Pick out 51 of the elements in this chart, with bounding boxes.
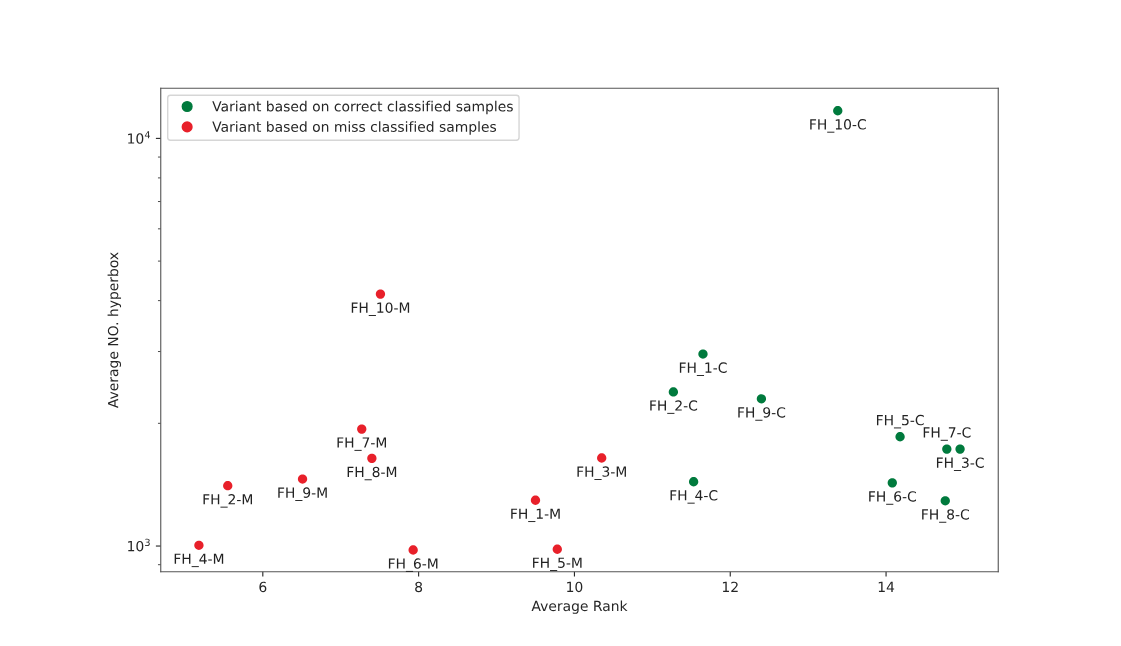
annotation: FH_3-C	[936, 457, 984, 472]
point	[552, 544, 562, 554]
x-tick-label: 8	[415, 581, 423, 593]
y-tick-label: 10$^{3}$	[128, 538, 150, 552]
x-axis-title: Average Rank	[531, 600, 628, 614]
point	[223, 481, 233, 491]
annotation: FH_8-C	[922, 509, 969, 523]
annotation: FH_5-C	[876, 414, 924, 429]
annotation: FH_4-M	[174, 553, 224, 568]
point	[375, 289, 386, 299]
annotation: FH_4-C	[670, 490, 718, 504]
point	[756, 394, 767, 404]
point	[194, 540, 204, 550]
annotation: FH_2-M	[203, 494, 252, 508]
point	[297, 474, 308, 484]
point	[895, 432, 905, 442]
x-tick-label: 10	[567, 581, 583, 593]
annotation: FH_6-C	[869, 491, 917, 505]
annotation: FH_10-M	[351, 302, 410, 317]
annotation: FH_3-M	[577, 466, 626, 480]
x-tick-label: 12	[722, 581, 738, 592]
annotation: FH_7-C	[923, 427, 971, 441]
point	[597, 453, 607, 463]
point	[408, 545, 418, 555]
legend-label: Variant based on correct classified samples	[212, 100, 513, 115]
point	[668, 387, 679, 397]
point	[357, 424, 367, 434]
point	[887, 478, 897, 488]
annotation: FH_2-C	[650, 400, 698, 414]
annotation: FH_9-C	[738, 407, 786, 421]
point	[833, 106, 843, 116]
annotation: FH_9-M	[278, 487, 327, 501]
annotation: FH_5-M	[533, 557, 582, 572]
point	[698, 349, 708, 359]
annotation: FH_6-M	[388, 558, 438, 572]
annotation: FH_1-C	[679, 362, 727, 376]
x-tick-label: 6	[259, 581, 267, 593]
point	[688, 477, 699, 487]
y-axis-title: Average NO. hyperbox	[107, 252, 122, 409]
point	[942, 444, 952, 454]
point	[955, 444, 965, 454]
y-tick-label: 10$^{4}$	[128, 131, 151, 144]
point	[530, 495, 541, 505]
legend-label: Variant based on miss classified samples	[212, 121, 497, 135]
point	[940, 496, 950, 506]
point	[367, 453, 377, 464]
x-tick-label: 14	[878, 581, 895, 592]
annotation: FH_7-M	[337, 437, 386, 451]
annotation: FH_1-M	[511, 508, 560, 523]
annotation: FH_10-C	[810, 119, 866, 133]
annotation: FH_8-M	[347, 466, 397, 481]
